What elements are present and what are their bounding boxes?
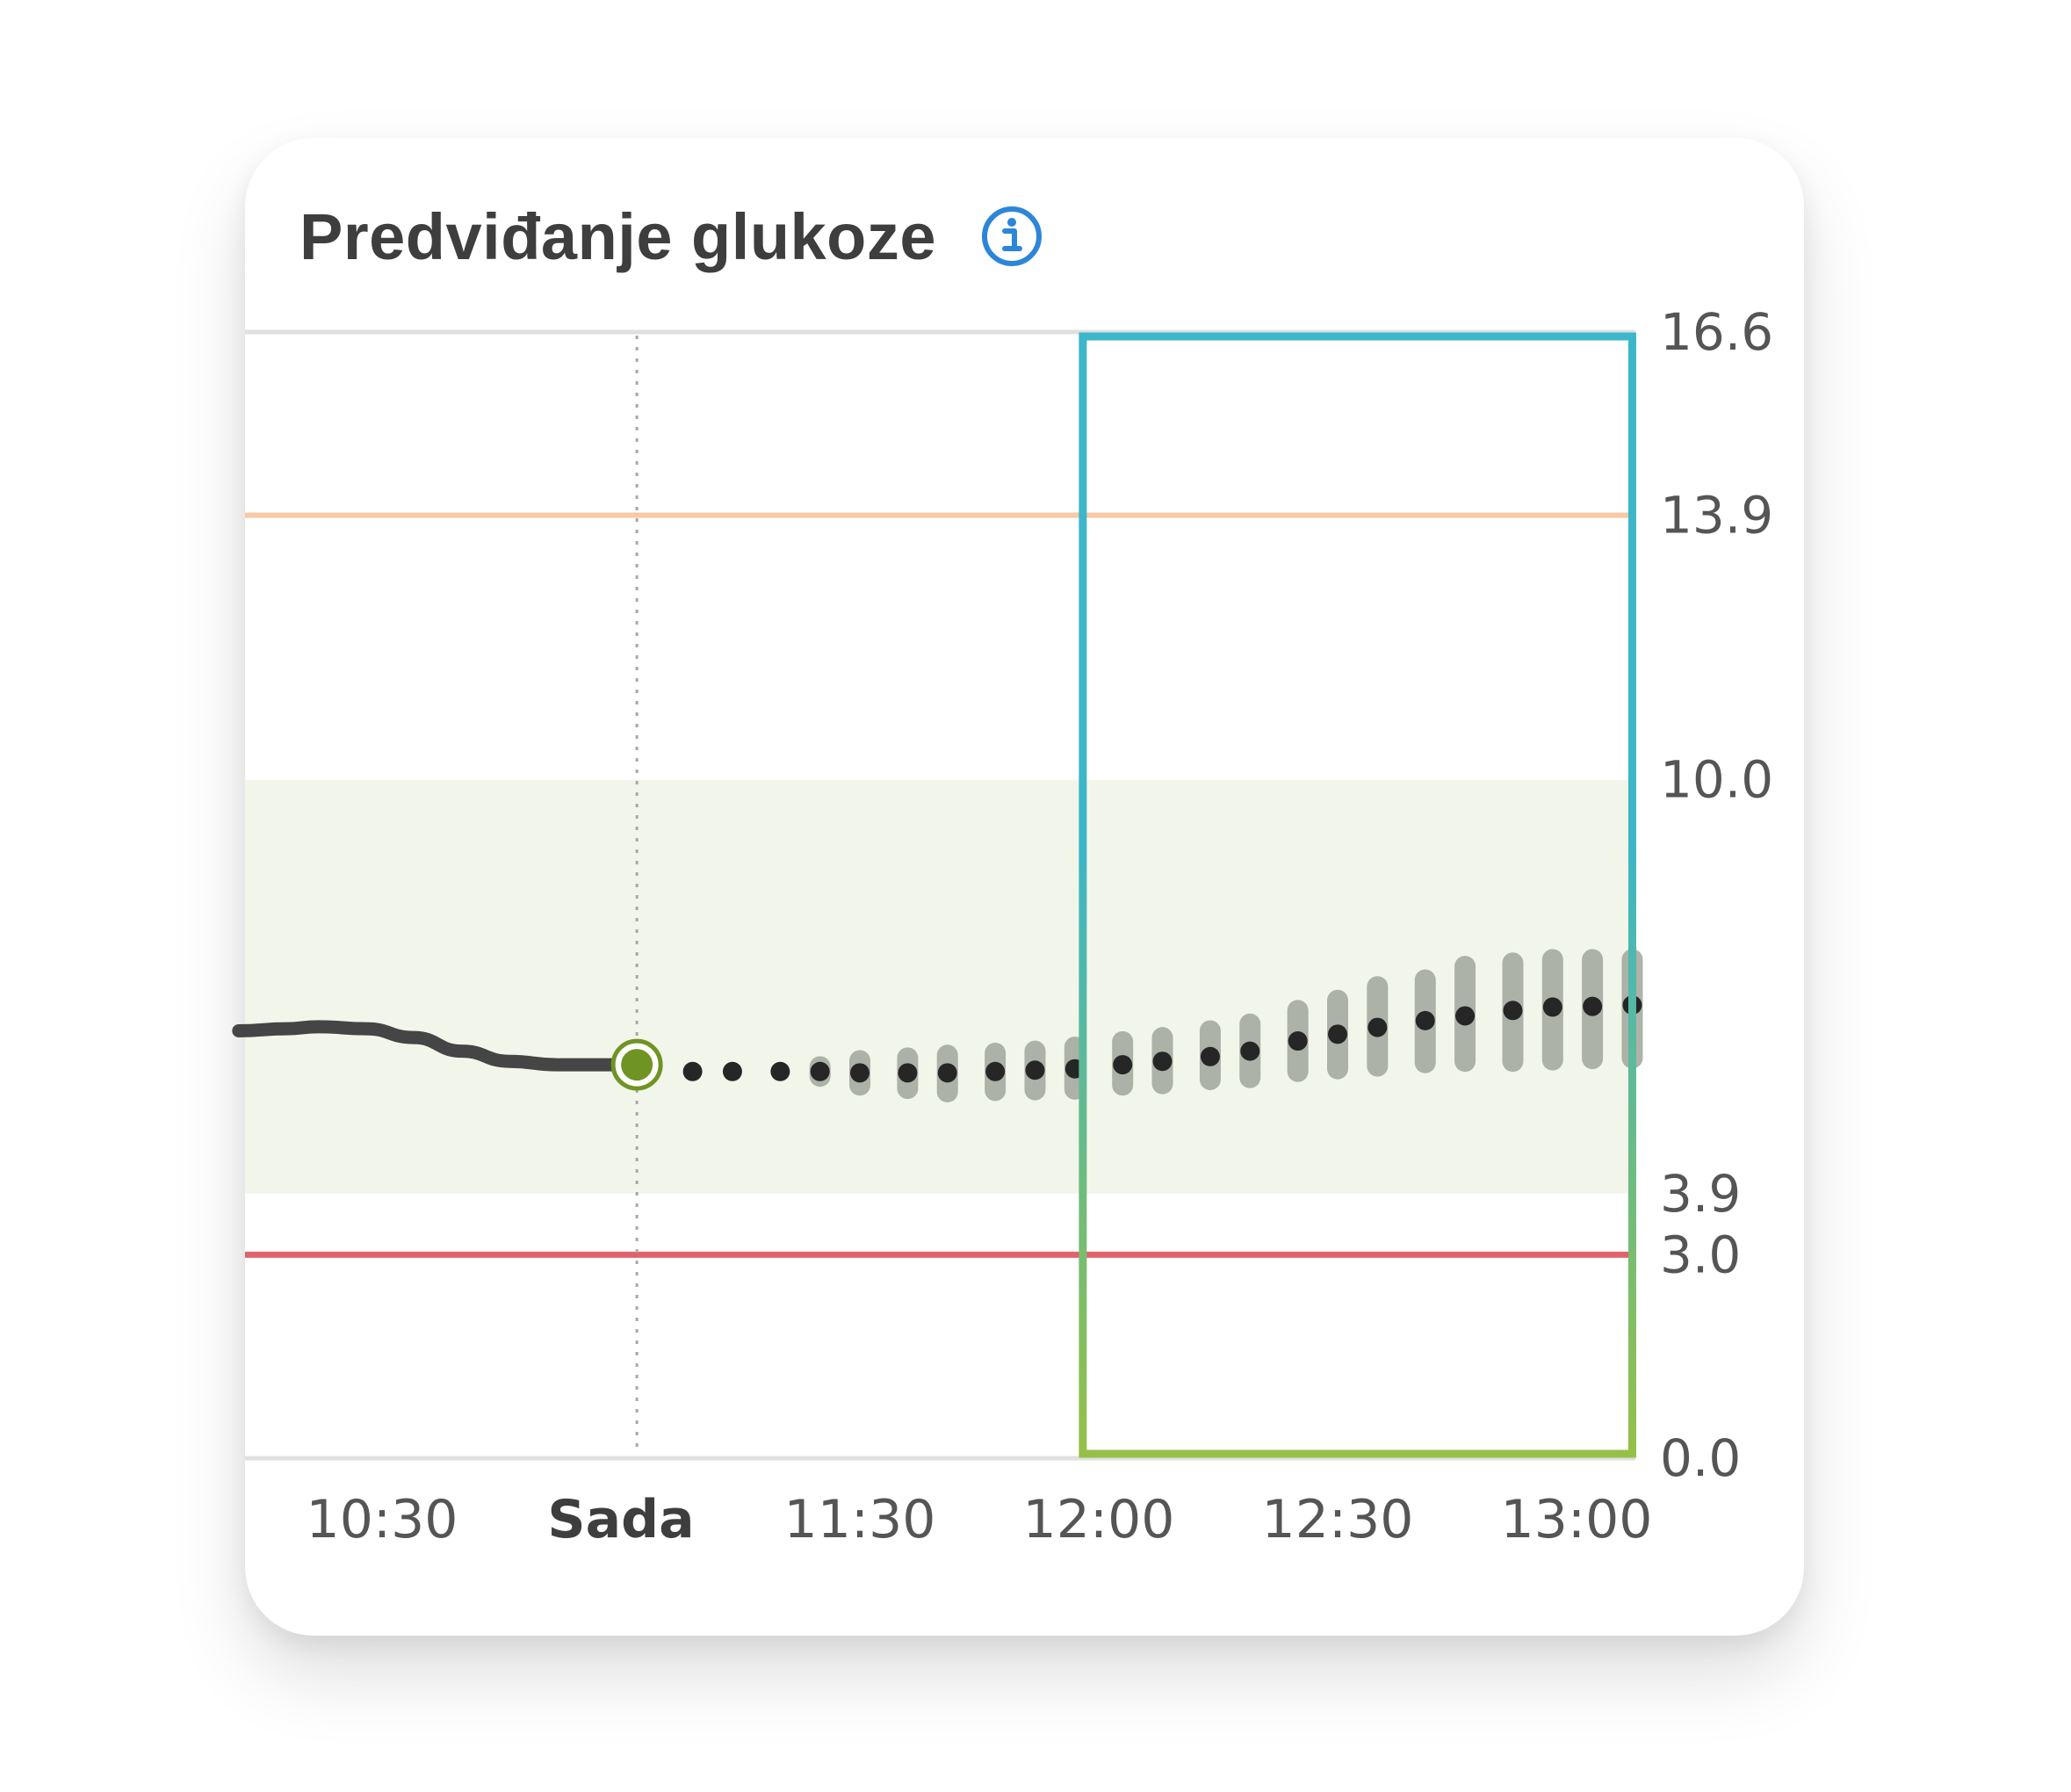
prediction-point-2 [770,1061,790,1081]
prediction-point-15 [1328,1024,1347,1044]
history-line [232,1020,644,1072]
x-tick-label: 11:30 [784,1489,936,1550]
x-tick-label: 12:30 [1262,1489,1414,1550]
x-tick-label: 13:00 [1501,1489,1653,1550]
tick-layer: 16.6 13.9 10.0 3.93.0 0.0 10:30 Sada 11:30 12:00… [307,302,1774,1550]
now-marker [621,1049,653,1081]
info-circle-icon[interactable] [980,205,1043,268]
prediction-point-11 [1152,1051,1173,1072]
y-tick-label: 10.0 [1660,750,1773,810]
y-tick-label: 0.0 [1660,1428,1741,1488]
x-tick-label: 10:30 [307,1489,458,1550]
threshold-layer [245,329,1635,1461]
prediction-point-14 [1288,1031,1308,1051]
target-range-band [245,779,1635,1194]
card-header: Predviđanje glukoze [299,192,1043,280]
prediction-point-12 [1200,1046,1220,1066]
prediction-point-4 [850,1063,870,1083]
prediction-point-19 [1503,1001,1523,1021]
x-tick-label: 12:00 [1023,1489,1175,1550]
background-layer [245,779,1635,1194]
highlight-frame [1079,332,1636,1458]
y-tick-label: 3.9 [1660,1164,1741,1224]
prediction-point-17 [1415,1010,1435,1030]
prediction-point-8 [1025,1060,1045,1080]
prediction-point-7 [985,1061,1006,1081]
x-tick-label-now: Sada [547,1489,694,1550]
y-tick-label: 3.0 [1660,1225,1741,1284]
prediction-point-20 [1542,997,1562,1017]
card-title: Predviđanje glukoze [299,199,937,273]
prediction-point-3 [810,1061,830,1081]
data-layer [232,332,1643,1458]
prediction-point-13 [1240,1041,1260,1061]
prediction-point-10 [1113,1055,1133,1075]
prediction-point-0 [682,1061,703,1081]
prediction-point-21 [1583,996,1603,1016]
prediction-point-1 [722,1061,742,1081]
prediction-point-5 [898,1063,918,1083]
y-tick-label: 13.9 [1660,486,1773,546]
y-tick-label: 16.6 [1660,302,1773,362]
prediction-point-6 [937,1063,957,1083]
prediction-point-16 [1367,1017,1388,1037]
prediction-point-18 [1455,1006,1476,1026]
